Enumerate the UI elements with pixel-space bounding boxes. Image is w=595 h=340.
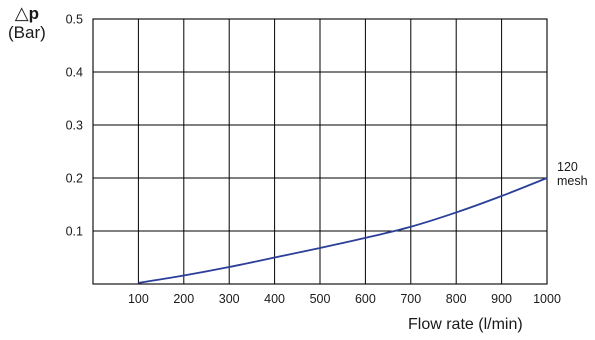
y-axis-title-letter: p <box>28 4 39 23</box>
y-tick-label: 0.4 <box>66 66 83 80</box>
x-tick-labels: 100 200 300 400 500 600 700 800 900 1000 <box>128 292 561 306</box>
y-tick-label: 0.5 <box>66 13 83 27</box>
y-tick-label: 0.1 <box>66 225 83 239</box>
x-tick-label: 1000 <box>533 292 561 306</box>
x-axis-title: Flow rate (l/min) <box>408 316 523 333</box>
y-axis-title: △p (Bar) <box>8 3 46 43</box>
y-tick-label: 0.3 <box>66 119 83 133</box>
delta-symbol: △ <box>14 3 29 23</box>
y-tick-label: 0.2 <box>66 172 83 186</box>
x-tick-label: 300 <box>219 292 240 306</box>
x-tick-label: 800 <box>446 292 467 306</box>
grid <box>92 18 548 285</box>
x-tick-label: 500 <box>310 292 331 306</box>
x-tick-label: 200 <box>173 292 194 306</box>
y-tick-labels: 0.1 0.2 0.3 0.4 0.5 <box>66 13 83 239</box>
x-tick-label: 700 <box>400 292 421 306</box>
series-group <box>138 177 548 284</box>
series-label: 120 mesh <box>557 160 588 188</box>
y-axis-unit: (Bar) <box>8 23 46 42</box>
x-tick-label: 900 <box>491 292 512 306</box>
series-line-120-mesh <box>138 177 548 284</box>
series-label-line-2: mesh <box>557 174 588 188</box>
series-label-line-1: 120 <box>557 160 578 174</box>
x-tick-label: 400 <box>264 292 285 306</box>
x-tick-label: 600 <box>355 292 376 306</box>
x-tick-label: 100 <box>128 292 149 306</box>
